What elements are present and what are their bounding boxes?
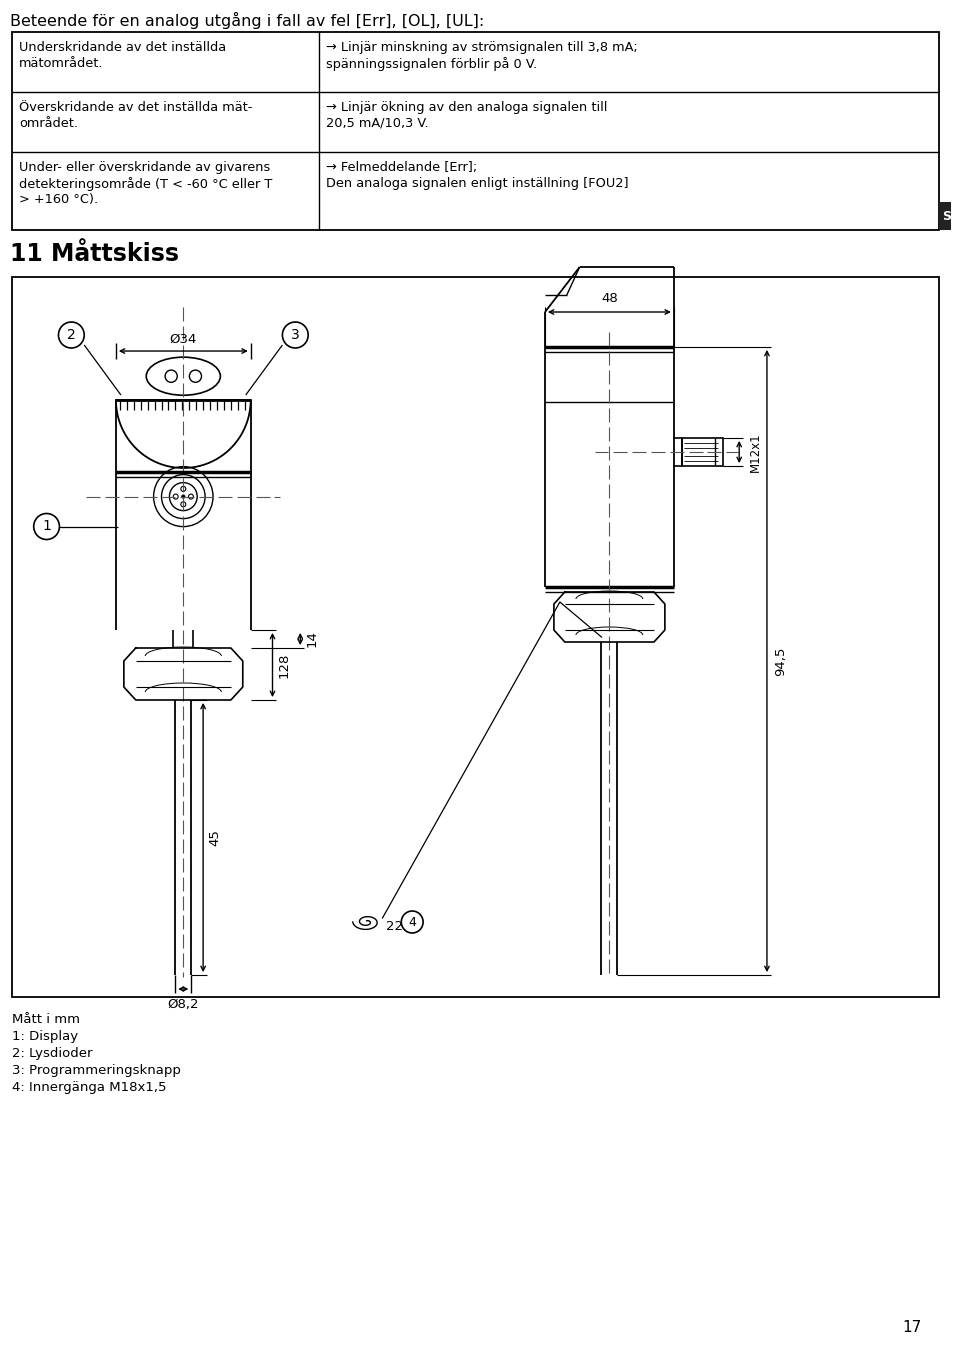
Text: SE: SE — [943, 210, 960, 223]
Text: 94,5: 94,5 — [775, 646, 787, 676]
Text: 11 Måttskiss: 11 Måttskiss — [10, 242, 179, 266]
Text: 20,5 mA/10,3 V.: 20,5 mA/10,3 V. — [326, 118, 428, 130]
Text: Mått i mm: Mått i mm — [12, 1013, 80, 1026]
Bar — [12, 277, 939, 996]
Text: Underskridande av det inställda: Underskridande av det inställda — [19, 41, 226, 54]
Text: 1: Display: 1: Display — [12, 1030, 78, 1042]
Text: 48: 48 — [601, 292, 618, 306]
Text: Överskridande av det inställda mät-: Överskridande av det inställda mät- — [19, 101, 252, 114]
Text: 14: 14 — [305, 630, 319, 648]
Text: 128: 128 — [277, 652, 291, 677]
Text: M12x1: M12x1 — [749, 433, 761, 472]
Text: > +160 °C).: > +160 °C). — [19, 193, 98, 206]
Text: 4: Innergänga M18x1,5: 4: Innergänga M18x1,5 — [12, 1082, 166, 1094]
Text: Ø34: Ø34 — [170, 333, 197, 346]
Text: 4: 4 — [408, 915, 416, 929]
Text: detekteringsområde (T < -60 °C eller T: detekteringsområde (T < -60 °C eller T — [19, 177, 273, 191]
Text: 3: Programmeringsknapp: 3: Programmeringsknapp — [12, 1064, 180, 1078]
Text: 3: 3 — [291, 329, 300, 342]
Text: Beteende för en analog utgång i fall av fel [Err], [OL], [UL]:: Beteende för en analog utgång i fall av … — [10, 12, 484, 28]
Text: 17: 17 — [902, 1320, 922, 1334]
Text: 2: Lysdioder: 2: Lysdioder — [12, 1046, 92, 1060]
Text: Under- eller överskridande av givarens: Under- eller överskridande av givarens — [19, 161, 270, 174]
Bar — [682, 438, 723, 466]
Text: 22: 22 — [387, 921, 403, 933]
Text: spänningssignalen förblir på 0 V.: spänningssignalen förblir på 0 V. — [326, 57, 538, 70]
Text: → Linjär minskning av strömsignalen till 3,8 mA;: → Linjär minskning av strömsignalen till… — [326, 41, 637, 54]
Circle shape — [181, 495, 185, 499]
Text: → Linjär ökning av den analoga signalen till: → Linjär ökning av den analoga signalen … — [326, 101, 608, 114]
Text: mätområdet.: mätområdet. — [19, 57, 104, 70]
Bar — [939, 201, 960, 230]
Text: 45: 45 — [208, 829, 222, 846]
Text: området.: området. — [19, 118, 78, 130]
Text: 2: 2 — [67, 329, 76, 342]
Text: Ø8,2: Ø8,2 — [168, 998, 199, 1011]
Bar — [12, 32, 939, 230]
Text: → Felmeddelande [Err];: → Felmeddelande [Err]; — [326, 161, 477, 174]
Text: Den analoga signalen enligt inställning [FOU2]: Den analoga signalen enligt inställning … — [326, 177, 629, 191]
Text: 1: 1 — [42, 519, 51, 534]
